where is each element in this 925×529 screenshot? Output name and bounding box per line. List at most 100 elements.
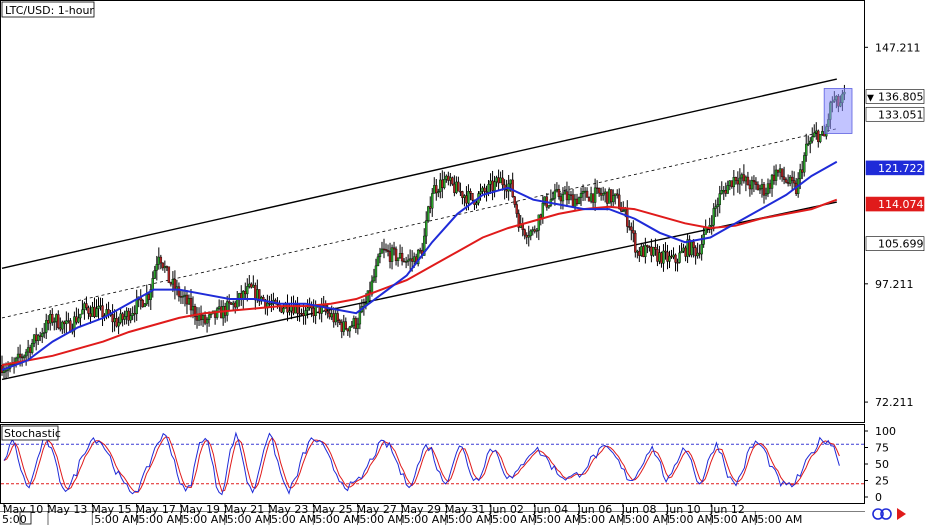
candle-body <box>67 320 70 322</box>
candle-body <box>776 169 780 173</box>
candle-body <box>618 194 621 209</box>
candle-body <box>36 335 40 341</box>
time-label: 5:00 AM <box>138 513 183 525</box>
candle-body <box>497 177 500 184</box>
candle-body <box>396 257 400 262</box>
candle-body <box>159 256 163 264</box>
candle-body <box>682 247 685 252</box>
candle-body <box>425 220 428 237</box>
candle-body <box>336 313 339 321</box>
stoch-tick-label: 25 <box>875 475 889 488</box>
candle-body <box>225 301 229 316</box>
candle-body <box>280 306 283 313</box>
candle-body <box>579 193 583 198</box>
arrow-right-icon[interactable] <box>897 508 906 520</box>
candle-body <box>77 317 80 323</box>
candle-body <box>447 175 450 181</box>
candle-body <box>380 248 384 254</box>
candle-body <box>348 326 352 332</box>
candle-body <box>30 343 34 353</box>
candle-body <box>499 177 502 184</box>
candle-body <box>809 140 812 144</box>
candle-body <box>803 155 806 173</box>
candle-body <box>45 320 48 333</box>
price-label-box <box>865 89 925 104</box>
candle-body <box>83 303 86 310</box>
time-label: 5:00 AM <box>315 513 360 525</box>
candle-body <box>565 191 569 201</box>
candle-body <box>61 321 64 330</box>
time-label: 5:00 AM <box>713 513 758 525</box>
candle-body <box>696 252 699 257</box>
candle-body <box>268 302 271 305</box>
candle-body <box>471 193 474 201</box>
candle-body <box>754 181 758 185</box>
candle-body <box>674 254 677 263</box>
candle-body <box>734 177 738 181</box>
candle-body <box>537 214 541 231</box>
candle-body <box>113 318 116 323</box>
candle-body <box>509 179 512 185</box>
candle-body <box>4 370 8 372</box>
candle-body <box>65 320 68 325</box>
candle-body <box>199 314 203 320</box>
candle-body <box>811 136 814 142</box>
candle-body <box>441 179 444 188</box>
candle-body <box>487 184 490 193</box>
candle-body <box>732 177 736 188</box>
candle-body <box>376 256 380 267</box>
price-tick-label: 147.211 <box>875 41 921 54</box>
time-label: 5:00 AM <box>580 513 625 525</box>
candle-body <box>676 262 679 264</box>
sync-icon[interactable] <box>872 508 892 520</box>
candle-body <box>2 370 6 374</box>
candle-body <box>439 179 442 192</box>
candle-body <box>435 185 438 194</box>
candle-body <box>63 321 66 325</box>
indicator-title-box <box>1 425 59 441</box>
candle-body <box>495 177 498 183</box>
candle-body <box>350 325 354 328</box>
candle-body <box>768 183 772 189</box>
candle-body <box>288 310 291 313</box>
scroll-handle[interactable] <box>19 511 32 525</box>
candle-body <box>163 266 167 269</box>
candle-body <box>244 290 247 295</box>
time-label: 5:00 AM <box>625 513 670 525</box>
chart-title-box <box>1 1 95 18</box>
candle-body <box>577 197 581 205</box>
candle-body <box>740 174 744 179</box>
candle-body <box>821 131 824 135</box>
candle-body <box>595 187 599 190</box>
date-label: Jun 04 <box>532 503 568 516</box>
candle-body <box>191 306 195 311</box>
candle-body <box>457 181 460 192</box>
date-label: May 27 <box>357 503 397 516</box>
candle-body <box>394 248 398 262</box>
candle-body <box>505 189 508 192</box>
candle-body <box>252 285 255 288</box>
candle-body <box>143 303 146 308</box>
time-label: 5:00 AM <box>669 513 714 525</box>
stochastic-lines <box>1 431 864 496</box>
candle-body <box>181 295 185 298</box>
candle-body <box>121 313 124 320</box>
candle-body <box>431 193 434 209</box>
candle-body <box>338 320 341 324</box>
highlight-box <box>823 88 853 134</box>
candle-body <box>155 264 159 271</box>
candle-body <box>479 191 482 194</box>
candle-body <box>742 174 746 182</box>
candle-body <box>306 307 309 311</box>
candle-body <box>55 314 58 322</box>
candle-body <box>215 308 219 318</box>
candle-body <box>525 234 528 238</box>
candle-body <box>541 202 545 219</box>
candle-body <box>129 315 132 321</box>
candle-body <box>330 313 333 318</box>
stochastic-axis: 100 75 50 25 0 <box>864 425 896 504</box>
candle-body <box>234 302 237 308</box>
candle-body <box>567 194 571 201</box>
candle-body <box>171 278 175 285</box>
